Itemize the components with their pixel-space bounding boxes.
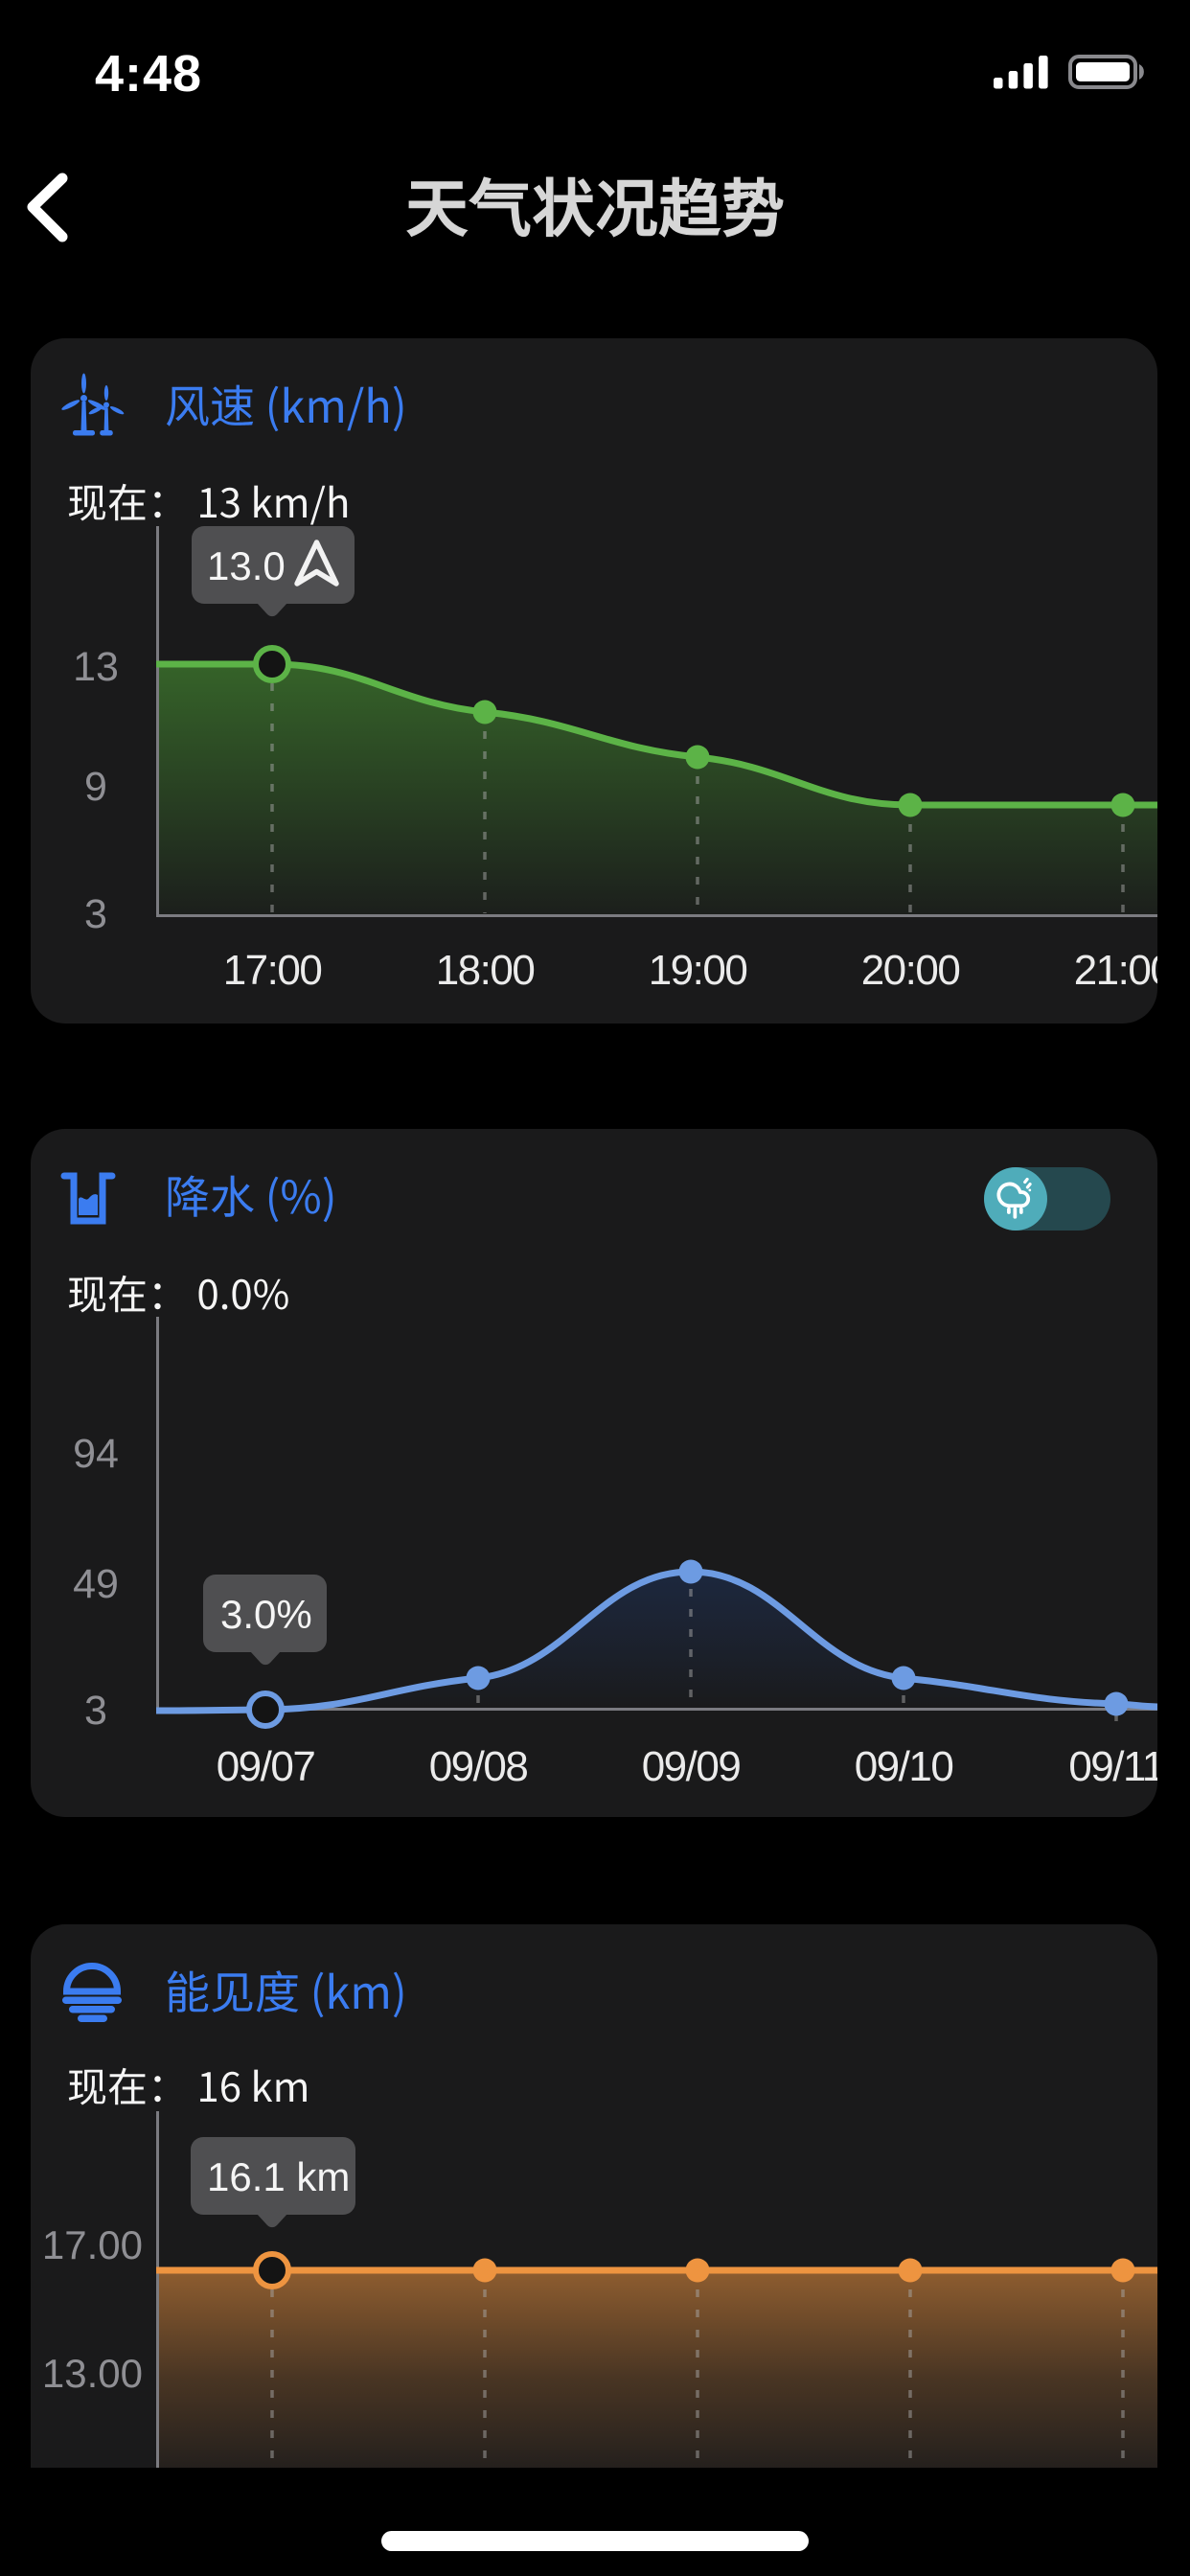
svg-text:20:00: 20:00 [861, 947, 960, 994]
svg-text:13.00: 13.00 [42, 2351, 143, 2396]
svg-text:94: 94 [73, 1431, 119, 1477]
svg-text:3: 3 [84, 891, 107, 937]
svg-text:09/08: 09/08 [429, 1743, 528, 1790]
svg-text:21:00: 21:00 [1074, 947, 1157, 994]
svg-text:18:00: 18:00 [436, 947, 535, 994]
svg-text:17:00: 17:00 [223, 947, 322, 994]
svg-text:13.0: 13.0 [207, 543, 286, 588]
svg-text:4:48: 4:48 [95, 45, 202, 103]
svg-text:19:00: 19:00 [649, 947, 747, 994]
svg-text:3: 3 [84, 1688, 107, 1734]
svg-text:09/11: 09/11 [1068, 1743, 1157, 1790]
svg-text:17.00: 17.00 [42, 2222, 143, 2267]
svg-text:3.0%: 3.0% [220, 1592, 312, 1637]
svg-text:16.1 km: 16.1 km [207, 2154, 350, 2199]
svg-text:13: 13 [73, 644, 119, 690]
svg-text:09/09: 09/09 [642, 1743, 741, 1790]
svg-text:09/10: 09/10 [855, 1743, 953, 1790]
svg-text:09/07: 09/07 [217, 1743, 315, 1790]
svg-text:49: 49 [73, 1561, 119, 1607]
svg-text:9: 9 [84, 764, 107, 810]
